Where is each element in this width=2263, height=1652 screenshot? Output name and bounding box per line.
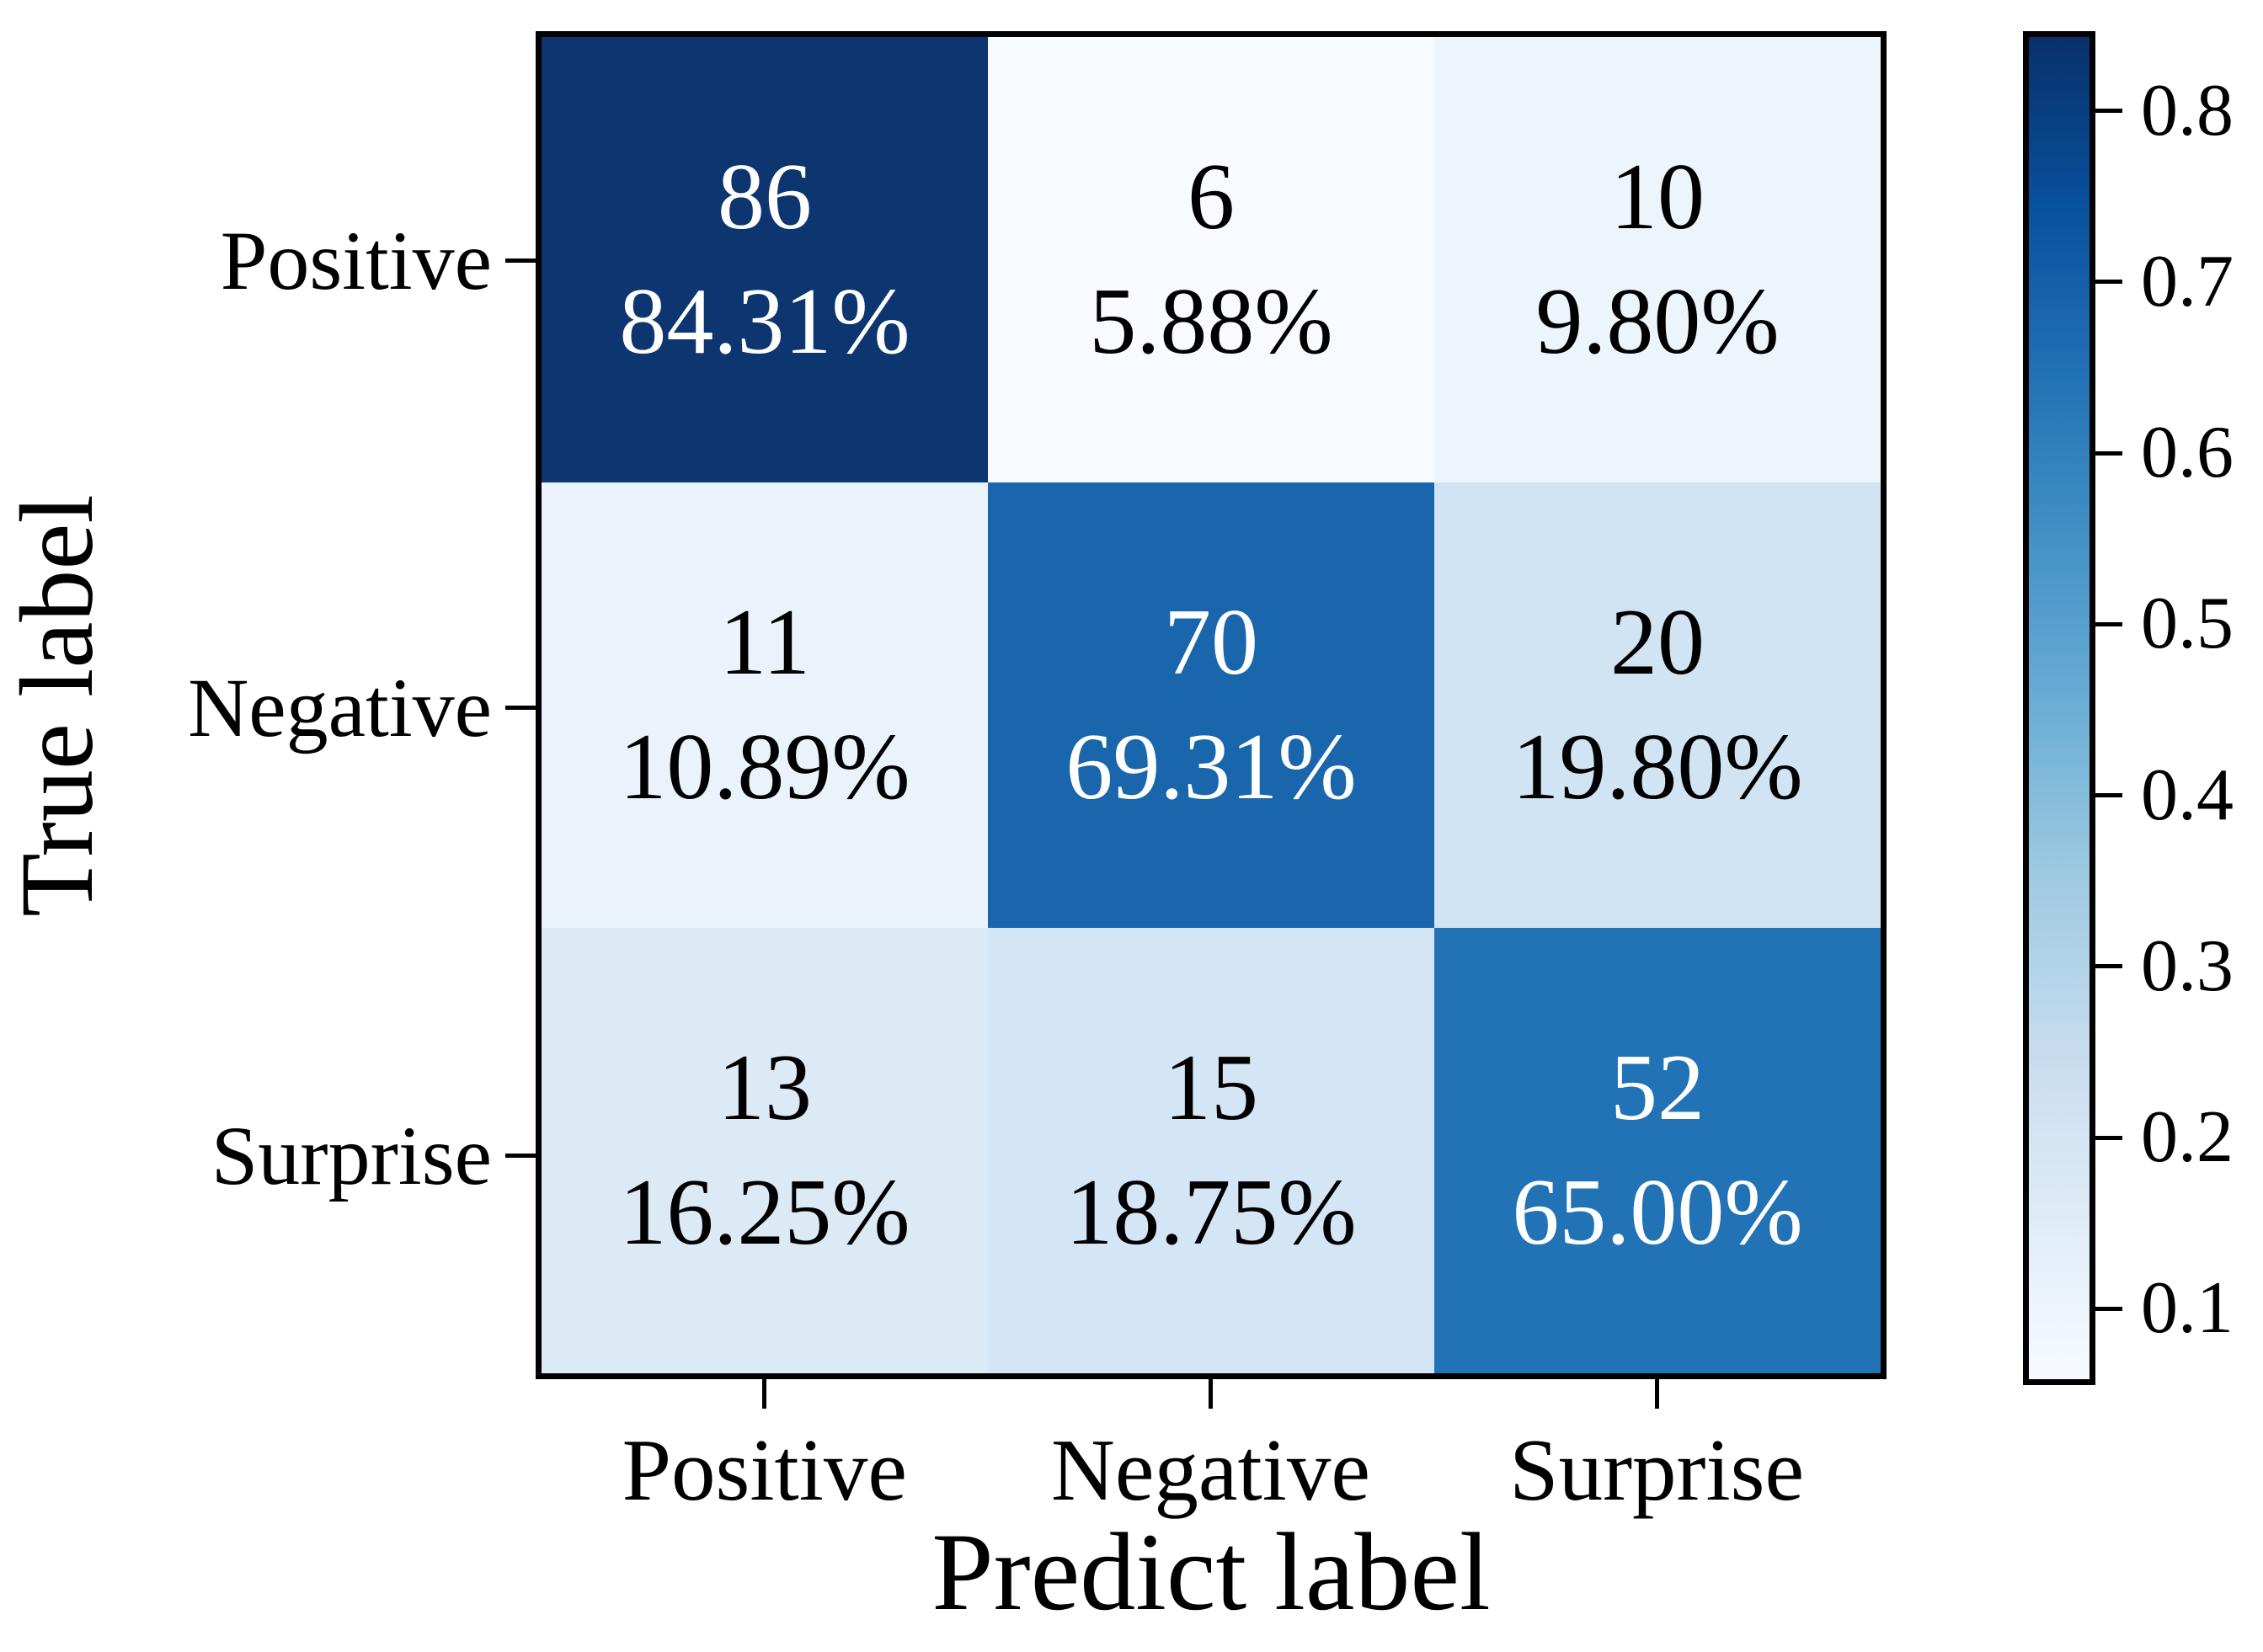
colorbar-tick-mark bbox=[2095, 793, 2122, 798]
x-axis-title: Predict label bbox=[931, 1510, 1491, 1633]
confusion-matrix: 86 84.31% 6 5.88% 10 9.80% 11 10.89% 70 … bbox=[536, 31, 1887, 1379]
cell-true-negative-pred-surprise: 20 19.80% bbox=[1434, 482, 1881, 928]
colorbar-tick: 0.2 bbox=[2095, 1100, 2234, 1175]
colorbar-tick: 0.1 bbox=[2095, 1271, 2234, 1346]
colorbar-tick: 0.7 bbox=[2095, 240, 2234, 322]
colorbar-tick: 0.4 bbox=[2095, 754, 2234, 836]
colorbar-tick-mark bbox=[2095, 1135, 2122, 1140]
cell-count: 52 bbox=[1610, 1035, 1705, 1140]
cell-true-negative-pred-negative: 70 69.31% bbox=[988, 482, 1434, 928]
colorbar-tick: 0.6 bbox=[2095, 416, 2234, 490]
cell-true-negative-pred-positive: 11 10.89% bbox=[542, 482, 988, 928]
cell-true-surprise-pred-negative: 15 18.75% bbox=[988, 928, 1434, 1373]
y-tick-mark bbox=[505, 706, 536, 711]
y-tick-label-surprise: Surprise bbox=[211, 1108, 492, 1202]
colorbar-tick-label: 0.5 bbox=[2141, 583, 2234, 665]
cell-true-positive-pred-negative: 6 5.88% bbox=[988, 37, 1434, 482]
colorbar-ticks: 0.8 0.7 0.6 0.5 0.4 0.3 0.2 0.1 bbox=[2095, 37, 2263, 1379]
x-tick-label-surprise: Surprise bbox=[1509, 1420, 1805, 1519]
x-tick-mark bbox=[1208, 1379, 1213, 1409]
y-tick-label-negative: Negative bbox=[188, 661, 492, 755]
colorbar-tick-label: 0.6 bbox=[2141, 412, 2234, 494]
cell-count: 10 bbox=[1610, 144, 1705, 249]
colorbar-tick: 0.3 bbox=[2095, 925, 2234, 1007]
colorbar-tick: 0.5 bbox=[2095, 587, 2234, 661]
colorbar-tick-label: 0.1 bbox=[2141, 1267, 2234, 1350]
colorbar-tick-label: 0.7 bbox=[2141, 240, 2234, 322]
cell-count: 13 bbox=[718, 1035, 812, 1140]
cell-percent: 16.25% bbox=[619, 1159, 910, 1265]
cell-percent: 19.80% bbox=[1512, 714, 1803, 819]
cell-true-positive-pred-surprise: 10 9.80% bbox=[1434, 37, 1881, 482]
y-tick-row-negative: Negative bbox=[0, 484, 536, 931]
cell-true-positive-pred-positive: 86 84.31% bbox=[542, 37, 988, 482]
x-tick-mark bbox=[1654, 1379, 1659, 1409]
y-tick-mark bbox=[505, 258, 536, 264]
cell-percent: 5.88% bbox=[1089, 269, 1333, 374]
colorbar-tick-mark bbox=[2095, 1306, 2122, 1311]
x-tick-label-negative: Negative bbox=[1051, 1420, 1370, 1519]
colorbar-tick-mark bbox=[2095, 109, 2122, 114]
cell-count: 86 bbox=[718, 144, 812, 249]
x-tick-col-positive: Positive bbox=[542, 1379, 988, 1539]
cell-true-surprise-pred-surprise: 52 65.00% bbox=[1434, 928, 1881, 1373]
y-tick-mark bbox=[505, 1153, 536, 1158]
colorbar-tick-mark bbox=[2095, 450, 2122, 456]
colorbar-tick-mark bbox=[2095, 964, 2122, 969]
x-tick-col-negative: Negative bbox=[988, 1379, 1434, 1539]
cell-true-surprise-pred-positive: 13 16.25% bbox=[542, 928, 988, 1373]
colorbar-tick-label: 0.3 bbox=[2141, 925, 2234, 1007]
x-axis-ticks: Positive Negative Surprise bbox=[542, 1379, 1880, 1539]
cell-percent: 9.80% bbox=[1535, 269, 1780, 374]
cell-percent: 69.31% bbox=[1065, 714, 1357, 819]
cell-count: 20 bbox=[1610, 589, 1705, 695]
y-tick-row-positive: Positive bbox=[0, 37, 536, 484]
cell-percent: 10.89% bbox=[619, 714, 910, 819]
y-tick-label-positive: Positive bbox=[220, 214, 492, 308]
cell-count: 11 bbox=[719, 589, 810, 695]
cell-count: 15 bbox=[1164, 1035, 1258, 1140]
x-tick-label-positive: Positive bbox=[622, 1420, 908, 1519]
y-axis-ticks: Positive Negative Surprise bbox=[0, 37, 536, 1379]
cell-percent: 18.75% bbox=[1065, 1159, 1357, 1265]
cell-percent: 65.00% bbox=[1512, 1159, 1803, 1265]
cell-count: 6 bbox=[1188, 144, 1235, 249]
colorbar-tick-label: 0.8 bbox=[2141, 69, 2234, 152]
colorbar-tick-mark bbox=[2095, 621, 2122, 626]
cell-count: 70 bbox=[1164, 589, 1258, 695]
colorbar-tick-label: 0.4 bbox=[2141, 754, 2234, 836]
x-tick-col-surprise: Surprise bbox=[1433, 1379, 1880, 1539]
x-tick-mark bbox=[762, 1379, 767, 1409]
colorbar-tick: 0.8 bbox=[2095, 69, 2234, 152]
colorbar-gradient bbox=[2023, 31, 2095, 1385]
y-tick-row-surprise: Surprise bbox=[0, 932, 536, 1379]
cell-percent: 84.31% bbox=[619, 269, 910, 374]
colorbar-tick-label: 0.2 bbox=[2141, 1096, 2234, 1179]
colorbar-tick-mark bbox=[2095, 280, 2122, 285]
